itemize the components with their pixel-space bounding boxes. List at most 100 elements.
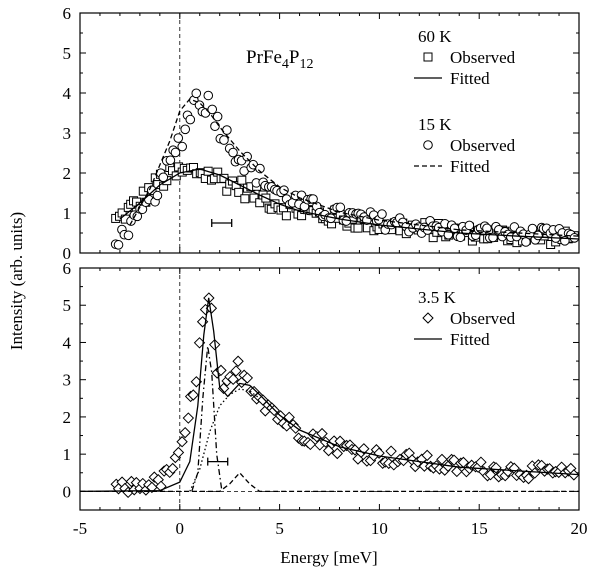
- data-point-circle: [222, 125, 232, 135]
- legend-group: 15 K Observed Fitted: [414, 115, 516, 176]
- data-point-circle: [170, 147, 181, 158]
- legend-label: Fitted: [450, 157, 490, 176]
- x-tick-label: 10: [371, 519, 388, 538]
- data-point-circle: [158, 172, 169, 183]
- data-point-circle: [165, 155, 176, 166]
- data-point-square: [234, 187, 244, 197]
- data-point-diamond: [304, 438, 317, 451]
- data-point-diamond: [421, 449, 433, 462]
- data-point-circle: [455, 232, 466, 243]
- x-tick-label: 5: [275, 519, 284, 538]
- data-point-circle: [152, 190, 163, 201]
- y-axis-title: Intensity (arb. units): [7, 212, 26, 350]
- compound-label: PrFe4P12: [246, 47, 313, 72]
- data-point-square: [353, 223, 363, 233]
- data-point-circle: [569, 233, 580, 243]
- legend-label: Fitted: [450, 69, 490, 88]
- y-tick-label: 0: [63, 244, 72, 263]
- data-point-diamond: [230, 365, 242, 377]
- data-point-circle: [521, 237, 531, 247]
- x-tick-label: 0: [176, 519, 185, 538]
- y-tick-label: 6: [63, 4, 72, 23]
- fit-line-solid: [119, 168, 580, 240]
- data-point-circle: [207, 104, 218, 115]
- y-tick-label: 6: [63, 259, 72, 278]
- compound-part: PrFe: [246, 47, 282, 68]
- legend-group: 3.5 K Observed Fitted: [414, 288, 516, 349]
- legend-group: 60 K Observed Fitted: [414, 27, 516, 88]
- data-point-diamond: [187, 389, 199, 401]
- x-tick-label: 15: [471, 519, 488, 538]
- data-point-circle: [123, 230, 134, 241]
- compound-part: 4: [282, 57, 289, 72]
- data-point-circle: [191, 88, 202, 99]
- data-point-circle: [464, 220, 475, 231]
- data-point-diamond: [176, 436, 188, 448]
- fit-line-dotted: [189, 388, 260, 492]
- data-point-diamond: [385, 445, 397, 457]
- data-point-circle: [255, 163, 265, 174]
- data-point-circle: [335, 202, 346, 213]
- data-point-square: [237, 175, 247, 185]
- y-tick-label: 4: [63, 333, 72, 352]
- data-point-circle: [113, 240, 124, 250]
- data-point-circle: [482, 223, 492, 234]
- legend-label: Observed: [450, 48, 516, 67]
- y-tick-label: 3: [63, 124, 72, 143]
- legend-temperature: 60 K: [418, 27, 452, 46]
- data-point-diamond: [167, 462, 179, 475]
- data-point-diamond: [182, 412, 195, 424]
- data-point-diamond: [475, 456, 487, 468]
- y-tick-label: 5: [63, 44, 72, 63]
- data-point-square: [240, 194, 250, 204]
- data-point-diamond: [484, 468, 497, 481]
- data-point-square: [249, 193, 259, 203]
- legend-label: Observed: [450, 136, 516, 155]
- data-point-square: [423, 52, 433, 62]
- legend-temperature: 15 K: [418, 115, 452, 134]
- y-tick-label: 5: [63, 296, 72, 315]
- data-point-diamond: [232, 355, 244, 367]
- legend-label: Fitted: [450, 330, 490, 349]
- y-tick-label: 3: [63, 371, 72, 390]
- compound-part: 12: [299, 57, 313, 72]
- data-point-circle: [423, 140, 433, 150]
- y-tick-label: 4: [63, 84, 72, 103]
- data-point-diamond: [422, 312, 434, 324]
- data-point-circle: [210, 121, 220, 131]
- data-point-circle: [377, 209, 387, 219]
- data-point-circle: [203, 90, 214, 101]
- x-tick-label: -5: [73, 519, 87, 538]
- data-point-diamond: [316, 427, 328, 440]
- data-point-diamond: [241, 372, 254, 384]
- data-point-circle: [180, 124, 191, 135]
- fit-line-dashed: [80, 471, 579, 493]
- data-point-diamond: [172, 446, 185, 459]
- legend-temperature: 3.5 K: [418, 288, 457, 307]
- data-point-circle: [242, 151, 252, 162]
- y-tick-label: 1: [63, 204, 72, 223]
- x-axis-title: Energy [meV]: [280, 548, 377, 567]
- data-point-diamond: [146, 481, 158, 494]
- data-point-circle: [527, 223, 538, 234]
- compound-part: P: [289, 47, 300, 68]
- data-point-circle: [228, 147, 238, 158]
- plot-frame: [79, 267, 580, 511]
- fit-line-dashed: [129, 98, 580, 237]
- fit-line-solid: [79, 297, 580, 493]
- data-point-diamond: [451, 465, 463, 478]
- x-tick-label: 20: [571, 519, 588, 538]
- data-point-diamond: [522, 472, 535, 485]
- y-tick-label: 2: [63, 164, 72, 183]
- data-point-diamond: [331, 447, 344, 460]
- data-point-circle: [173, 133, 184, 143]
- y-tick-label: 1: [63, 445, 72, 464]
- data-point-square: [281, 211, 291, 221]
- data-point-diamond: [227, 373, 239, 386]
- legend-label: Observed: [450, 309, 516, 328]
- data-point-circle: [279, 185, 289, 196]
- data-point-circle: [177, 141, 188, 152]
